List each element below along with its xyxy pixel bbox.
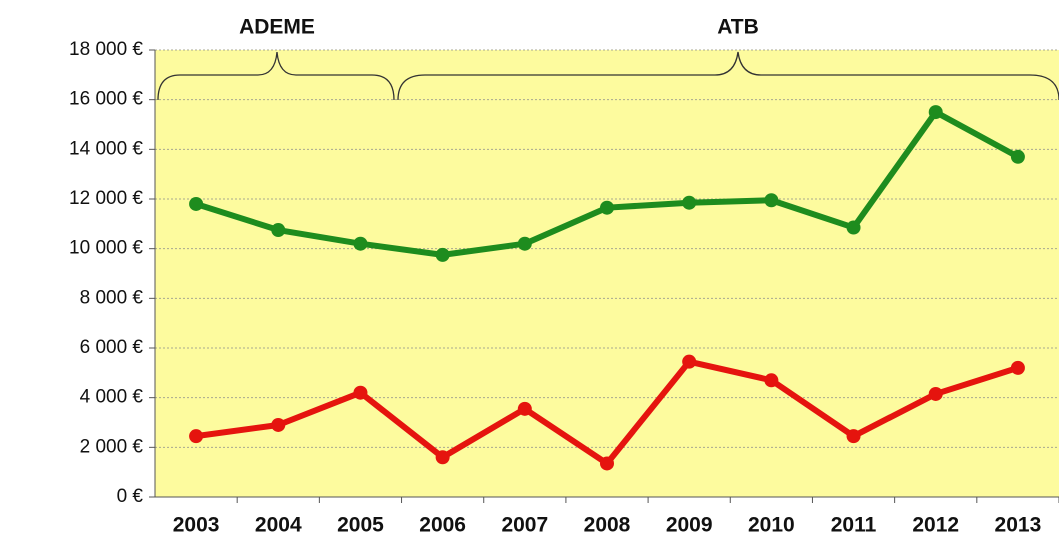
x-tick-label: 2004 [255,514,302,537]
x-tick-label: 2013 [995,514,1042,537]
y-tick-label: 16 000 € [69,89,143,110]
data-point [353,236,368,251]
data-point [353,385,368,400]
annotation: ADEME [239,16,315,39]
data-point [846,220,861,235]
y-tick-label: 10 000 € [69,238,143,259]
data-point [435,450,450,465]
y-tick-label: 6 000 € [80,337,144,358]
y-tick-label: 14 000 € [69,138,143,159]
data-point [682,354,697,369]
data-point [189,196,204,211]
data-point [928,105,943,120]
x-tick-label: 2005 [337,514,384,537]
data-point [271,223,286,238]
x-tick-label: 2007 [501,514,548,537]
data-point [435,247,450,262]
data-point [764,193,779,208]
annotation: ATB [717,16,759,39]
data-point [682,195,697,210]
data-point [600,200,614,215]
x-tick-label: 2009 [666,514,713,537]
x-tick-label: 2012 [912,514,959,537]
data-point [1010,360,1025,375]
brace-ademe [157,51,395,101]
y-tick-label: 0 € [117,486,144,507]
data-point [271,417,286,432]
x-tick-label: 2010 [748,514,795,537]
data-point [189,429,204,444]
brace-atb [397,51,1059,101]
y-tick-label: 2 000 € [80,436,144,457]
data-point [517,401,532,416]
y-tick-label: 8 000 € [80,287,144,308]
data-point [846,429,861,444]
x-tick-label: 2008 [584,514,631,537]
data-point [764,373,779,388]
y-tick-label: 18 000 € [69,39,143,60]
y-tick-label: 4 000 € [80,387,144,408]
data-point [1010,149,1025,164]
x-tick-label: 2006 [419,514,466,537]
x-tick-label: 2003 [173,514,220,537]
y-tick-label: 12 000 € [69,188,143,209]
data-point [600,456,614,471]
data-point [928,386,943,401]
plot-background [155,50,1059,497]
data-point [517,236,532,251]
x-tick-label: 2011 [831,514,877,537]
